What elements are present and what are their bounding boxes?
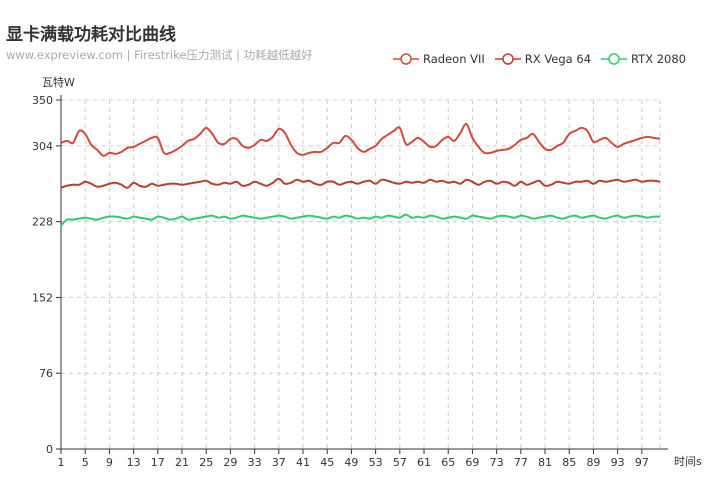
- x-tick-label: 77: [514, 456, 528, 469]
- legend-label-rtx-2080: RTX 2080: [631, 52, 686, 66]
- x-tick-label: 5: [82, 456, 89, 469]
- legend-item-rx-vega-64[interactable]: RX Vega 64: [494, 52, 592, 66]
- series-lines: [60, 122, 661, 227]
- legend-marker-rtx-2080: [601, 53, 628, 65]
- legend-item-radeon-vii[interactable]: Radeon VII: [393, 52, 485, 66]
- x-tick-label: 45: [320, 456, 334, 469]
- x-axis-label: 时间s: [674, 455, 702, 468]
- y-tick-label: 76: [39, 367, 53, 380]
- legend-marker-rx-vega-64: [494, 53, 521, 65]
- x-tick-label: 41: [296, 456, 310, 469]
- y-tick-label: 0: [46, 443, 53, 456]
- y-tick-label: 304: [32, 140, 53, 153]
- y-tick-label: 152: [32, 291, 53, 304]
- chart-title: 显卡满载功耗对比曲线: [6, 25, 176, 45]
- chart-subtitle: www.expreview.com | Firestrike压力测试 | 功耗越…: [6, 48, 313, 62]
- grid-lines: [61, 99, 661, 449]
- x-tick-label: 57: [393, 456, 407, 469]
- x-tick-label: 97: [635, 456, 649, 469]
- x-tick-label: 81: [538, 456, 552, 469]
- x-tick-label: 25: [199, 456, 213, 469]
- legend-label-radeon-vii: Radeon VII: [423, 52, 485, 66]
- series-line-rx-vega-64[interactable]: [60, 177, 661, 189]
- x-tick-label: 85: [562, 456, 576, 469]
- x-tick-label: 21: [175, 456, 189, 469]
- legend-label-rx-vega-64: RX Vega 64: [524, 52, 592, 66]
- series-line-radeon-vii[interactable]: [60, 122, 661, 157]
- y-tick-label: 228: [32, 216, 53, 229]
- x-tick-label: 61: [417, 456, 431, 469]
- chart-legend: Radeon VII RX Vega 64 RTX 2080: [393, 52, 686, 66]
- x-tick-label: 13: [127, 456, 141, 469]
- y-axis-label: 瓦特W: [42, 75, 75, 89]
- x-tick-label: 17: [151, 456, 165, 469]
- x-tick-label: 53: [369, 456, 383, 469]
- x-tick-label: 29: [223, 456, 237, 469]
- x-tick-label: 9: [106, 456, 113, 469]
- x-tick-label: 33: [248, 456, 262, 469]
- x-tick-label: 65: [441, 456, 455, 469]
- x-tick-label: 93: [611, 456, 625, 469]
- x-tick-label: 49: [344, 456, 358, 469]
- legend-item-rtx-2080[interactable]: RTX 2080: [601, 52, 686, 66]
- y-tick-label: 350: [32, 94, 53, 107]
- x-tick-label: 69: [465, 456, 479, 469]
- x-tick-label: 89: [586, 456, 600, 469]
- axes: 0 76 152 228 304 350 1 5 9 13 17 21 25 29 33 37 41 45 49 53…: [32, 94, 668, 469]
- legend-marker-radeon-vii: [393, 53, 419, 65]
- x-tick-label: 37: [272, 456, 286, 469]
- x-tick-label: 73: [490, 456, 504, 469]
- x-tick-label: 1: [58, 456, 65, 469]
- series-line-rtx-2080[interactable]: [60, 213, 661, 227]
